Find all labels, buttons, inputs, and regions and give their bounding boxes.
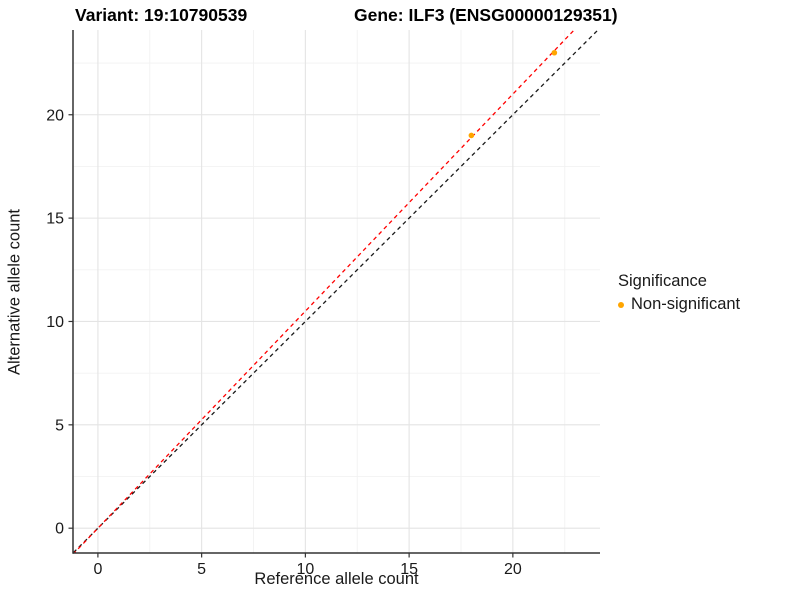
gene-title: Gene: ILF3 (ENSG00000129351) [354,5,618,25]
y-tick-label: 10 [46,314,64,331]
legend-item-non-significant: Non-significant [618,295,740,314]
identity-line [73,30,599,553]
legend-title: Significance [618,272,707,290]
x-tick-label: 15 [400,561,418,578]
y-tick-label: 15 [46,211,64,228]
variant-title: Variant: 19:10790539 [75,5,248,25]
x-tick-label: 0 [93,561,102,578]
legend: Significance Non-significant [618,272,740,314]
x-tick-label: 5 [197,561,206,578]
legend-point-icon [618,301,624,308]
data-point [468,132,475,139]
x-tick-label: 20 [504,561,522,578]
abline-layer [73,30,599,553]
x-axis-title: Reference allele count [254,570,419,588]
y-tick-label: 0 [55,521,64,538]
data-point [551,49,558,56]
legend-item-label: Non-significant [631,295,741,313]
x-tick-label: 10 [296,561,314,578]
y-tick-label: 5 [55,417,64,434]
y-tick-label: 20 [46,107,64,124]
y-axis-title: Alternative allele count [5,208,24,376]
allelic-ratio-line [73,30,576,553]
